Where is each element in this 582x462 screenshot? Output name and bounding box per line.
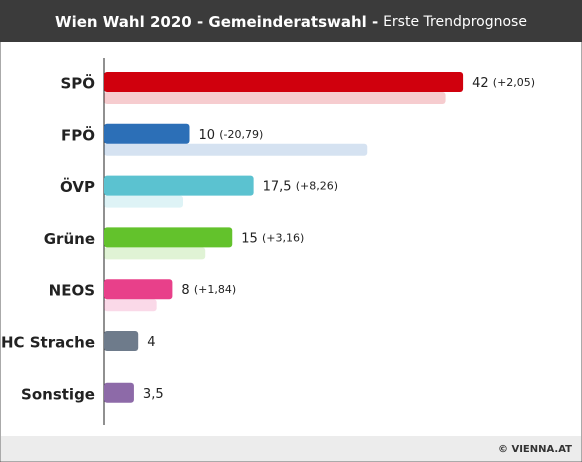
category-label: NEOS: [49, 282, 95, 300]
bar: [104, 175, 254, 196]
bar: [104, 279, 173, 300]
previous-bar: [104, 92, 446, 104]
change-label: (+3,16): [262, 231, 304, 244]
bar: [104, 123, 190, 144]
value-label: 42: [472, 76, 489, 91]
change-label: (+2,05): [493, 76, 535, 89]
data-label: 10 (-20,79): [199, 127, 264, 142]
header: [0, 0, 582, 42]
title: Wien Wahl 2020 - Gemeinderatswahl -: [55, 13, 378, 31]
previous-bar: [104, 195, 184, 208]
value-label: 8: [181, 283, 189, 298]
source: © VIENNA.AT: [498, 444, 572, 455]
category-label: SPÖ: [60, 74, 95, 93]
bar: [104, 331, 139, 351]
category-label: FPÖ: [61, 125, 95, 144]
chart-title: Wien Wahl 2020 - Gemeinderatswahl - Erst…: [55, 13, 527, 31]
value-label: 15: [241, 231, 258, 246]
bar: [104, 72, 464, 92]
data-label: 3,5: [143, 386, 164, 401]
data-label: 8 (+1,84): [181, 283, 236, 298]
change-label: (-20,79): [219, 128, 263, 141]
category-label: Grüne: [44, 230, 95, 248]
change-label: (+1,84): [194, 283, 236, 296]
data-label: 42 (+2,05): [472, 76, 535, 91]
previous-bar: [104, 299, 157, 312]
data-label: 15 (+3,16): [241, 231, 304, 246]
data-label: 4: [147, 335, 155, 350]
bar: [104, 227, 233, 248]
category-label: ÖVP: [60, 177, 95, 196]
subtitle: Erste Trendprognose: [383, 14, 527, 30]
previous-bar: [104, 247, 206, 260]
value-label: 17,5: [263, 179, 292, 194]
bar: [104, 382, 134, 403]
category-label: HC Strache: [1, 334, 95, 352]
data-label: 17,5 (+8,26): [263, 179, 338, 194]
value-label: 4: [147, 335, 155, 350]
value-label: 10: [199, 127, 216, 142]
category-label: Sonstige: [21, 385, 95, 403]
footer: [1, 436, 581, 461]
change-label: (+8,26): [296, 180, 338, 193]
value-label: 3,5: [143, 386, 164, 401]
previous-bar: [104, 143, 368, 156]
